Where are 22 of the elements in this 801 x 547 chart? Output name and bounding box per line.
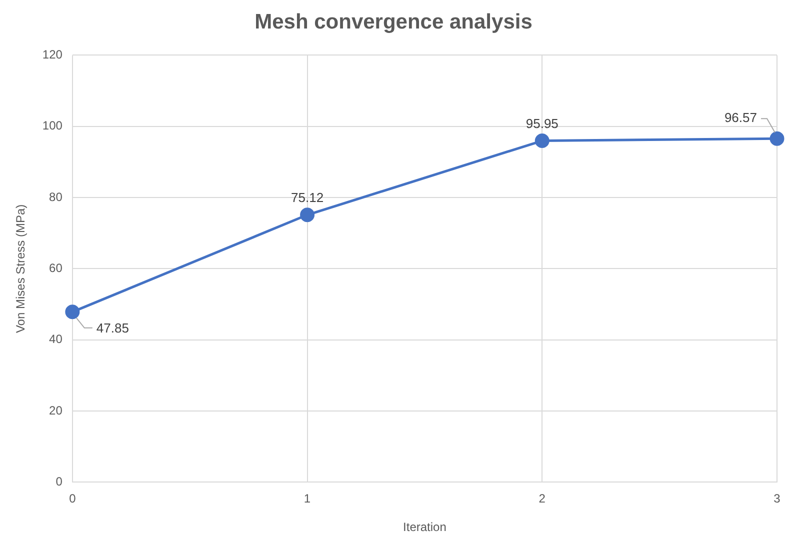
data-label: 47.85 <box>96 320 129 336</box>
y-tick-label: 20 <box>49 403 63 418</box>
y-tick-label: 60 <box>49 261 63 276</box>
y-tick-label: 80 <box>49 190 63 204</box>
point <box>300 208 315 222</box>
chart-title: Mesh convergence analysis <box>254 10 532 34</box>
point <box>770 131 784 146</box>
data-label: 96.57 <box>724 110 757 126</box>
y-tick-label: 0 <box>56 474 63 489</box>
x-tick-label: 0 <box>69 492 76 506</box>
x-axis-title: Iteration <box>403 520 446 534</box>
data-label: 75.12 <box>291 190 324 205</box>
point <box>65 304 80 320</box>
data-label: 95.95 <box>526 116 558 131</box>
x-tick-label: 3 <box>774 492 781 506</box>
x-tick-label: 2 <box>538 492 546 506</box>
y-tick-label: 120 <box>42 48 63 62</box>
x-tick-label: 1 <box>304 492 311 506</box>
y-tick-label: 100 <box>42 118 63 133</box>
y-axis-title: Von Mises Stress (MPa) <box>14 204 28 334</box>
point <box>534 134 550 148</box>
y-tick-label: 40 <box>49 332 63 346</box>
